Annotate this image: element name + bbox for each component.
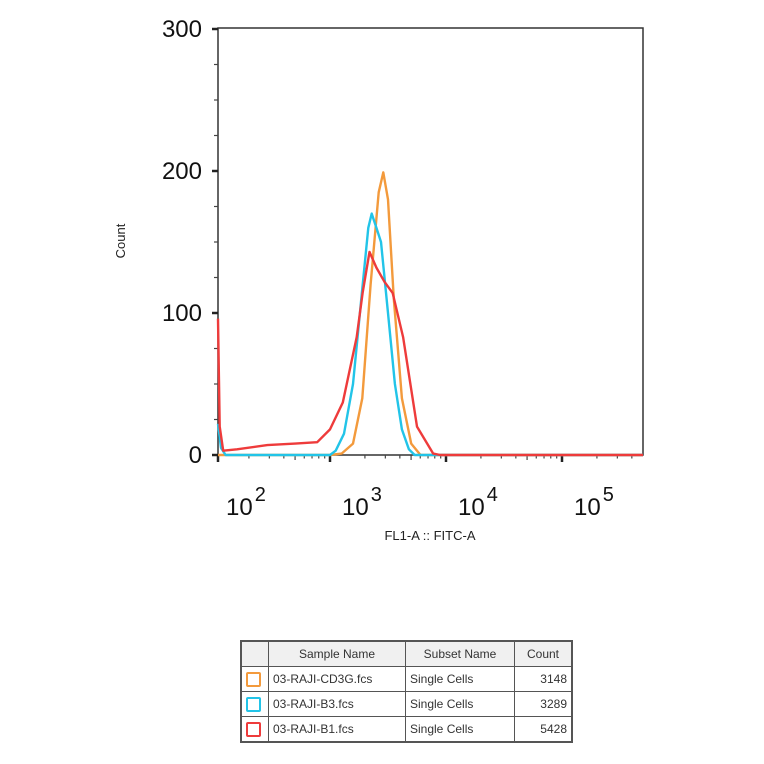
x-axis-title: FL1-A :: FITC-A: [384, 528, 475, 543]
subset-name: Single Cells: [405, 716, 515, 743]
legend-header-count: Count: [514, 640, 573, 667]
swatch-icon: [246, 671, 261, 687]
y-tick-label: 0: [189, 442, 202, 469]
series-line-03-raji-cd3g-fcs: [218, 171, 643, 457]
series-line-03-raji-b1-fcs: [216, 250, 643, 457]
plot-frame: [217, 27, 644, 456]
subset-name: Single Cells: [405, 666, 515, 692]
x-tick-label: 10 4: [458, 484, 498, 521]
legend-row: 03-RAJI-B1.fcs Single Cells 5428: [240, 716, 573, 743]
legend-header-swatch: [240, 640, 269, 667]
legend-table: Sample Name Subset Name Count 03-RAJI-CD…: [240, 640, 573, 743]
legend-header-sample: Sample Name: [268, 640, 406, 667]
sample-name: 03-RAJI-B3.fcs: [268, 691, 406, 717]
count: 3148: [514, 666, 573, 692]
y-tick-label: 300: [162, 16, 202, 43]
series-line-03-raji-b3-fcs: [216, 212, 643, 457]
y-tick-label: 100: [162, 300, 202, 327]
count: 3289: [514, 691, 573, 717]
y-axis-title: Count: [113, 223, 128, 258]
legend-header-subset: Subset Name: [405, 640, 515, 667]
sample-name: 03-RAJI-B1.fcs: [268, 716, 406, 743]
subset-name: Single Cells: [405, 691, 515, 717]
count: 5428: [514, 716, 573, 743]
x-tick-label: 10 2: [226, 484, 266, 521]
sample-name: 03-RAJI-CD3G.fcs: [268, 666, 406, 692]
x-tick-label: 10 5: [574, 484, 614, 521]
y-tick-label: 200: [162, 158, 202, 185]
legend-row: 03-RAJI-CD3G.fcs Single Cells 3148: [240, 666, 573, 692]
legend-header-row: Sample Name Subset Name Count: [240, 640, 573, 667]
swatch-icon: [246, 696, 261, 712]
legend-row: 03-RAJI-B3.fcs Single Cells 3289: [240, 691, 573, 717]
swatch-icon: [246, 721, 261, 737]
x-tick-label: 10 3: [342, 484, 382, 521]
